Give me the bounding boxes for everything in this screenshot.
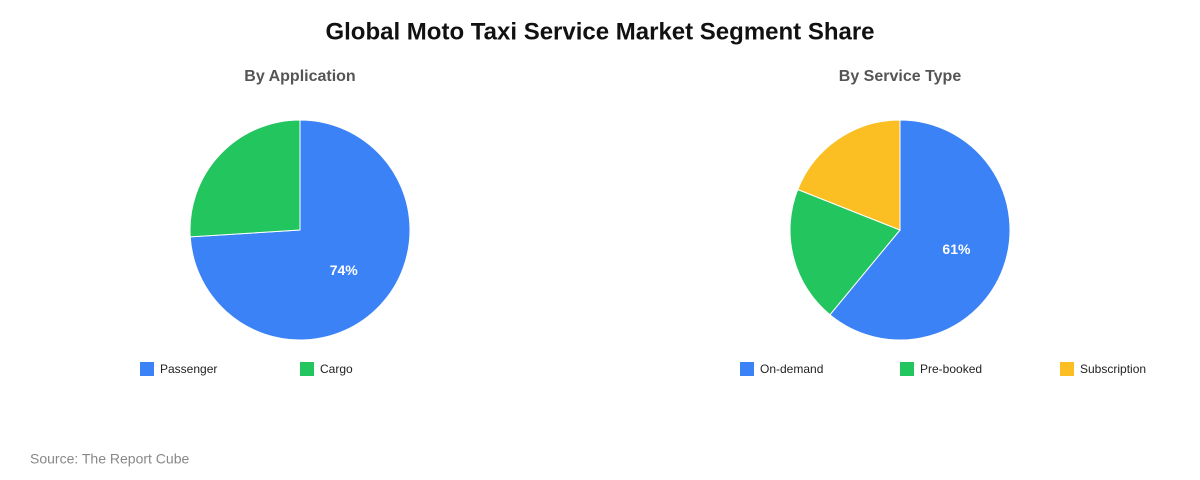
legend-swatch	[300, 362, 314, 376]
data-label: 61%	[942, 241, 971, 257]
data-label: 74%	[330, 262, 359, 278]
chart-subtitle: By Service Type	[839, 68, 962, 85]
legend-swatch	[1060, 362, 1074, 376]
legend-label: Passenger	[160, 362, 217, 376]
source: Source: The Report Cube	[30, 451, 189, 467]
chart-subtitle: By Application	[244, 68, 355, 85]
legend-swatch	[140, 362, 154, 376]
page-title: Global Moto Taxi Service Market Segment …	[325, 18, 874, 45]
legend-swatch	[740, 362, 754, 376]
legend-label: On-demand	[760, 362, 823, 376]
legend-swatch	[900, 362, 914, 376]
pie-slice	[797, 119, 901, 231]
pie-slice	[789, 188, 901, 316]
legend-label: Pre-booked	[920, 362, 982, 376]
legend-label: Subscription	[1080, 362, 1146, 376]
legend-label: Cargo	[320, 362, 353, 376]
pie-slice	[829, 119, 1011, 341]
pie-slice	[189, 119, 301, 238]
